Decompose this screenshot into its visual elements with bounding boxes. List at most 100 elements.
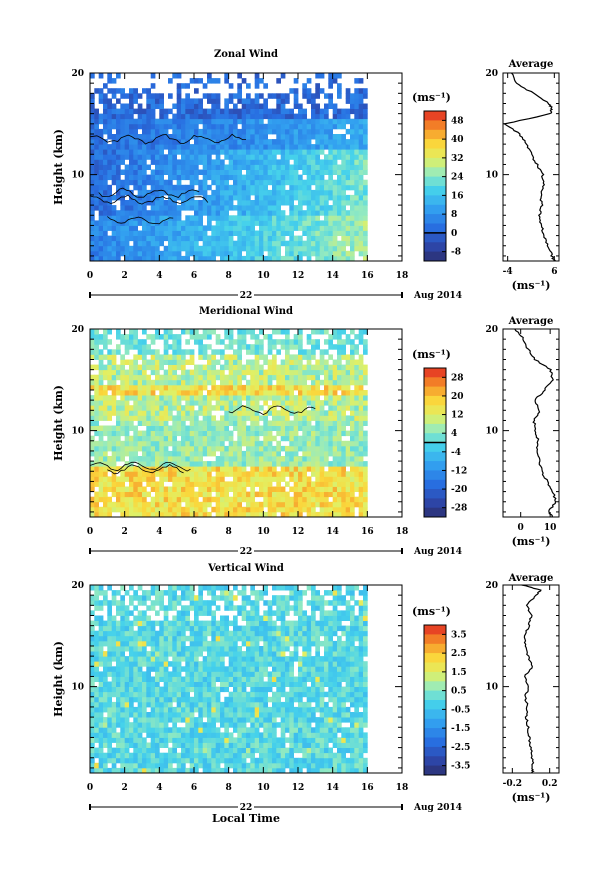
heatmap-cell [259, 471, 264, 477]
heatmap-cell [107, 225, 112, 231]
heatmap-cell [172, 169, 177, 175]
heatmap-cell [207, 415, 212, 421]
heatmap-cell [159, 742, 164, 748]
heatmap-cell [90, 400, 95, 406]
heatmap-cell [319, 435, 325, 442]
heatmap-cell [116, 506, 121, 513]
heatmap-cell [142, 184, 147, 191]
heatmap-cell [280, 390, 286, 396]
heatmap-cell [319, 174, 325, 181]
heatmap-cell [263, 471, 268, 477]
heatmap-cell [241, 179, 247, 186]
heatmap-cell [202, 747, 208, 754]
heatmap-cell [250, 400, 255, 406]
heatmap-cell [250, 349, 255, 355]
heatmap-cell [363, 344, 368, 350]
heatmap-cell [285, 215, 290, 221]
heatmap-cell [337, 169, 342, 175]
heatmap-cell [259, 149, 264, 155]
heatmap-cell [155, 123, 160, 130]
heatmap-cell [120, 184, 125, 191]
heatmap-cell [116, 108, 121, 115]
heatmap-cell [168, 511, 173, 518]
heatmap-cell [107, 134, 112, 140]
heatmap-cell [285, 450, 290, 457]
heatmap-cell [280, 240, 286, 247]
heatmap-cell [163, 329, 169, 335]
colorbar-step [424, 507, 446, 518]
heatmap-cell [337, 466, 342, 472]
heatmap-cell [350, 108, 355, 115]
heatmap-cell [328, 752, 333, 759]
heatmap-cell [289, 339, 294, 345]
heatmap-cell [146, 215, 151, 221]
heatmap-cell [185, 374, 190, 381]
heatmap-cell [142, 737, 147, 743]
heatmap-cell [137, 118, 143, 125]
heatmap-cell [363, 154, 368, 160]
heatmap-cell [228, 154, 234, 160]
heatmap-cell [302, 430, 307, 437]
heatmap-cell [293, 471, 299, 477]
heatmap-cell [220, 757, 225, 764]
heatmap-cell [328, 225, 333, 231]
heatmap-cell [272, 255, 277, 262]
heatmap-cell [263, 334, 268, 340]
heatmap-cell [159, 123, 164, 130]
heatmap-cell [276, 108, 281, 115]
heatmap-cell [168, 354, 173, 360]
heatmap-cell [94, 461, 99, 467]
heatmap-cell [159, 471, 164, 477]
heatmap-cell [142, 220, 147, 226]
heatmap-cell [116, 149, 121, 155]
heatmap-cell [94, 154, 99, 160]
heatmap-cell [250, 344, 255, 350]
heatmap-cell [345, 359, 351, 365]
heatmap-cell [215, 245, 221, 252]
heatmap-cell [328, 737, 333, 743]
heatmap-cell [289, 108, 294, 115]
heatmap-cell [358, 390, 364, 396]
heatmap-cell [246, 154, 251, 160]
heatmap-cell [155, 93, 160, 99]
heatmap-cell [293, 732, 299, 738]
heatmap-cell [176, 225, 182, 231]
heatmap-cell [90, 481, 95, 487]
heatmap-cell [315, 496, 320, 503]
heatmap-cell [302, 128, 307, 135]
x-tick-label: 6 [191, 527, 197, 537]
heatmap-cell [354, 359, 359, 365]
heatmap-cell [228, 435, 234, 442]
heatmap-cell [220, 128, 225, 135]
heatmap-cell [259, 245, 264, 252]
heatmap-cell [215, 103, 221, 109]
heatmap-cell [315, 113, 320, 120]
heatmap-cell [328, 430, 333, 437]
heatmap-cell [228, 235, 234, 242]
heatmap-cell [211, 486, 216, 492]
heatmap-cell [181, 425, 186, 431]
heatmap-cell [124, 752, 130, 759]
heatmap-cell [341, 742, 346, 748]
colorbar-tick-label: -28 [451, 504, 467, 514]
heatmap-cell [254, 113, 260, 120]
heatmap-cell [185, 440, 190, 447]
heatmap-cell [207, 245, 212, 252]
heatmap-cell [254, 359, 260, 365]
heatmap-cell [159, 235, 164, 242]
heatmap-cell [98, 118, 104, 125]
heatmap-cell [241, 339, 247, 345]
x-tick-label: 2 [122, 527, 128, 537]
heatmap-cell [159, 205, 164, 211]
heatmap-cell [103, 400, 108, 406]
heatmap-cell [189, 732, 195, 738]
heatmap-cell [111, 255, 117, 262]
heatmap-cell [181, 511, 186, 518]
heatmap-cell [263, 486, 268, 492]
heatmap-cell [306, 78, 312, 84]
heatmap-cell [98, 73, 104, 79]
heatmap-cell [298, 149, 303, 155]
heatmap-cell [337, 113, 342, 120]
heatmap-cell [241, 245, 247, 252]
heatmap-cell [98, 742, 104, 748]
